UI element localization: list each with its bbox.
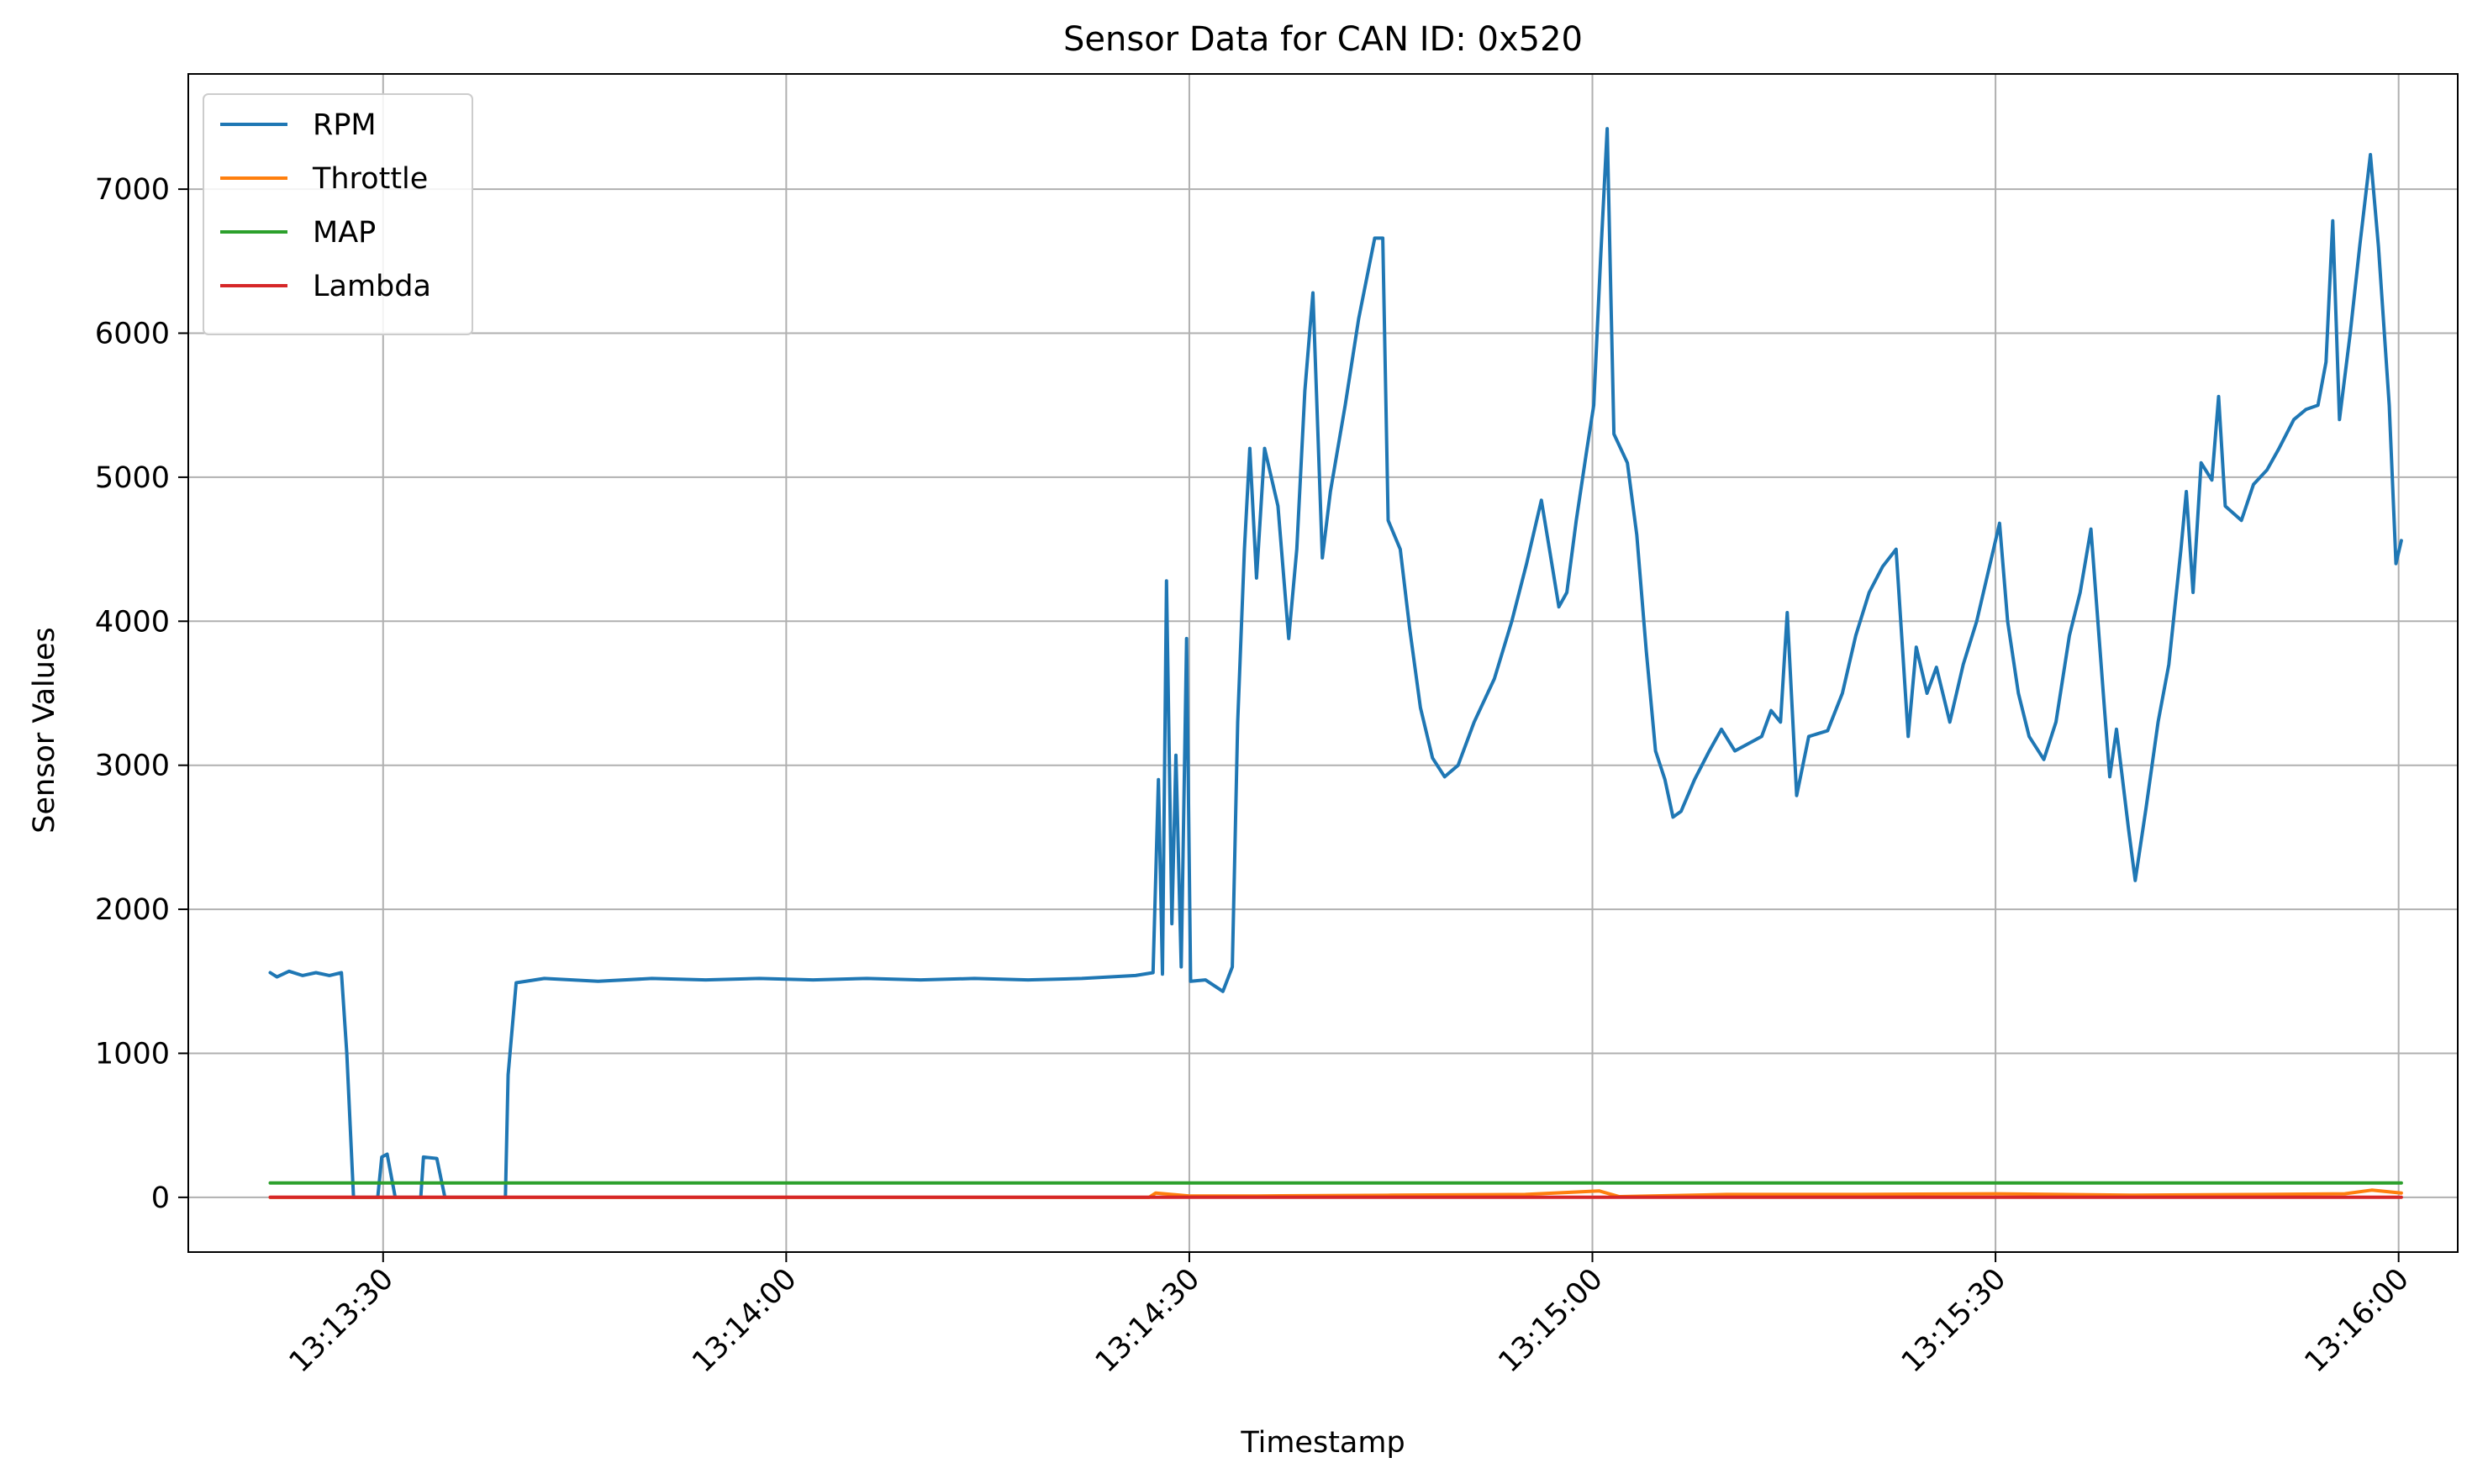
y-tick-label-5: 5000 [95, 461, 170, 495]
legend-label-map: MAP [313, 216, 376, 250]
legend: RPM Throttle MAP Lambda [203, 93, 473, 335]
y-axis-ticks: 0 1000 2000 3000 4000 5000 6000 7000 [95, 173, 188, 1215]
y-tick-label-2: 2000 [95, 893, 170, 927]
plot-area-frame [187, 73, 2459, 1253]
y-axis-label: Sensor Values [28, 627, 61, 833]
y-tick-label-3: 3000 [95, 750, 170, 783]
chart-title: Sensor Data for CAN ID: 0x520 [1063, 20, 1583, 59]
series-line-rpm [268, 127, 2403, 1199]
y-tick-label-4: 4000 [95, 605, 170, 639]
legend-label-rpm: RPM [313, 108, 377, 142]
series-lines [268, 127, 2403, 1199]
y-tick-label-0: 0 [151, 1181, 170, 1215]
y-tick-label-1: 1000 [95, 1037, 170, 1071]
y-tick-label-7: 7000 [95, 173, 170, 207]
legend-label-lambda: Lambda [313, 270, 431, 303]
legend-box [203, 93, 473, 335]
legend-label-throttle: Throttle [312, 162, 428, 196]
x-axis-label: Timestamp [1240, 1426, 1405, 1460]
y-tick-label-6: 6000 [95, 318, 170, 351]
